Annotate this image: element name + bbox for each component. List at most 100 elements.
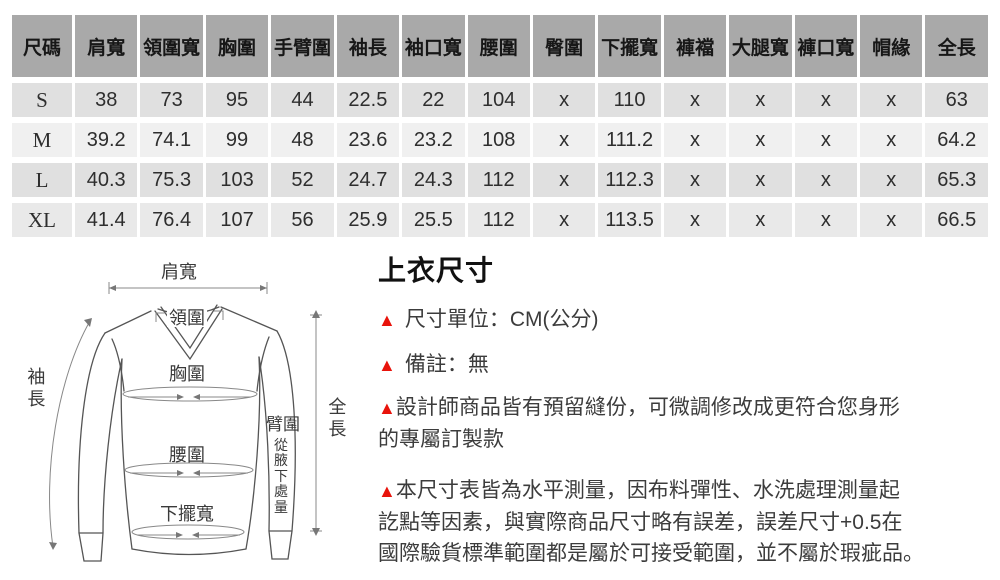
hem-width-label: 下擺寬	[160, 504, 214, 524]
shoulder-width-label: 肩寬	[161, 262, 197, 282]
size-cell: S	[12, 83, 72, 117]
value-cell: x	[532, 163, 596, 197]
table-row: XL 41.4 76.4 107 56 25.9 25.5 112 x 113.5 x x x x 66.5	[12, 203, 988, 237]
value-cell: 22	[402, 83, 465, 117]
value-cell: x	[663, 163, 727, 197]
table-row: S 38 73 95 44 22.5 22 104 x 110 x x x x 63	[12, 83, 988, 117]
arm-measure-note: 從腋下處量	[274, 437, 289, 515]
value-cell: 25.9	[336, 203, 400, 237]
sleeve-length-label: 袖長	[27, 367, 46, 409]
value-cell: 22.5	[336, 83, 400, 117]
section-title: 上衣尺寸	[378, 255, 495, 286]
bullet-unit: ▲ 尺寸單位：CM(公分)	[378, 304, 992, 336]
chest-label: 胸圍	[169, 364, 205, 384]
value-cell: 107	[205, 203, 269, 237]
value-cell: 23.2	[402, 123, 465, 157]
value-cell: x	[860, 163, 923, 197]
header-cell: 肩寬	[75, 15, 138, 77]
header-cell: 下擺寬	[598, 15, 661, 77]
value-cell: 112	[467, 163, 530, 197]
value-cell: x	[860, 203, 923, 237]
header-cell: 臀圍	[532, 15, 596, 77]
value-cell: 112.3	[598, 163, 661, 197]
red-triangle-icon: ▲	[378, 355, 396, 375]
value-cell: 113.5	[598, 203, 661, 237]
value-cell: 40.3	[75, 163, 138, 197]
value-cell: 56	[271, 203, 334, 237]
bullet-text: 本尺寸表皆為水平測量，因布料彈性、水洗處理測量起 訖點等因素，與實際商品尺寸略有…	[378, 479, 924, 565]
table-row: M 39.2 74.1 99 48 23.6 23.2 108 x 111.2 x x x x 64.2	[12, 123, 988, 157]
value-cell: x	[729, 203, 792, 237]
value-cell: 24.3	[402, 163, 465, 197]
value-cell: x	[663, 203, 727, 237]
value-cell: x	[794, 83, 858, 117]
bullet-text: 尺寸單位：CM(公分)	[404, 308, 599, 331]
value-cell: 110	[598, 83, 661, 117]
value-cell: 25.5	[402, 203, 465, 237]
header-cell: 袖口寬	[402, 15, 465, 77]
header-cell: 大腿寬	[729, 15, 792, 77]
value-cell: 111.2	[598, 123, 661, 157]
value-cell: x	[532, 83, 596, 117]
value-cell: 76.4	[140, 203, 203, 237]
header-cell: 全長	[925, 15, 988, 77]
value-cell: 74.1	[140, 123, 203, 157]
info-panel: 上衣尺寸 ▲ 尺寸單位：CM(公分) ▲ 備註：無 ▲設計師商品皆有預留縫份，可微調…	[378, 249, 992, 569]
sweater-outline	[77, 304, 296, 562]
red-triangle-icon: ▲	[378, 398, 396, 418]
red-triangle-icon: ▲	[378, 481, 396, 501]
value-cell: 73	[140, 83, 203, 117]
value-cell: 66.5	[925, 203, 988, 237]
value-cell: 24.7	[336, 163, 400, 197]
size-cell: M	[12, 123, 72, 157]
value-cell: x	[860, 123, 923, 157]
value-cell: 108	[467, 123, 530, 157]
value-cell: 95	[205, 83, 269, 117]
value-cell: x	[860, 83, 923, 117]
bullet-note: ▲ 備註：無	[378, 349, 992, 381]
sweater-drawing-svg	[49, 282, 322, 562]
table-row: L 40.3 75.3 103 52 24.7 24.3 112 x 112.3 x x x x 65.3	[12, 163, 988, 197]
arm-circumference-label: 臂圍	[266, 415, 300, 434]
value-cell: x	[794, 123, 858, 157]
value-cell: 41.4	[75, 203, 138, 237]
value-cell: x	[794, 163, 858, 197]
value-cell: 38	[75, 83, 138, 117]
header-cell: 褲口寬	[794, 15, 858, 77]
bottom-section: 肩寬 領圍 胸圍 腰圍 下擺寬 臂圍 袖長 全長 從腋下處量 上衣尺寸 ▲ 尺寸單…	[0, 247, 1000, 577]
bullet-text: 設計師商品皆有預留縫份，可微調修改成更符合您身形 的專屬訂製款	[378, 396, 900, 451]
value-cell: 112	[467, 203, 530, 237]
arrowheads	[49, 285, 320, 550]
value-cell: x	[729, 123, 792, 157]
value-cell: 64.2	[925, 123, 988, 157]
header-cell: 手臂圍	[271, 15, 334, 77]
header-cell: 胸圍	[205, 15, 269, 77]
value-cell: 52	[271, 163, 334, 197]
size-cell: XL	[12, 203, 72, 237]
value-cell: x	[532, 203, 596, 237]
size-table-body: S 38 73 95 44 22.5 22 104 x 110 x x x x 63 M 39.2 74.1 99 4…	[12, 83, 988, 237]
bullet-text: 備註：無	[404, 353, 489, 376]
value-cell: 39.2	[75, 123, 138, 157]
sweater-diagram: 肩寬 領圍 胸圍 腰圍 下擺寬 臂圍 袖長 全長 從腋下處量	[0, 247, 375, 577]
value-cell: 63	[925, 83, 988, 117]
value-cell: 23.6	[336, 123, 400, 157]
header-cell: 尺碼	[12, 15, 72, 77]
value-cell: 44	[271, 83, 334, 117]
size-cell: L	[12, 163, 72, 197]
value-cell: 48	[271, 123, 334, 157]
value-cell: 104	[467, 83, 530, 117]
table-header-row: 尺碼 肩寬 領圍寬 胸圍 手臂圍 袖長 袖口寬 腰圍 臀圍 下擺寬 褲襠 大腿寬 褲口寬 帽緣 全長	[12, 15, 988, 77]
total-length-label: 全長	[328, 397, 347, 439]
waist-label: 腰圍	[169, 445, 205, 465]
value-cell: x	[663, 83, 727, 117]
value-cell: x	[794, 203, 858, 237]
value-cell: x	[663, 123, 727, 157]
value-cell: 75.3	[140, 163, 203, 197]
header-cell: 帽緣	[860, 15, 923, 77]
header-cell: 褲襠	[663, 15, 727, 77]
collar-width-label: 領圍	[167, 308, 207, 328]
header-cell: 袖長	[336, 15, 400, 77]
value-cell: 99	[205, 123, 269, 157]
bullet-tolerance: ▲本尺寸表皆為水平測量，因布料彈性、水洗處理測量起 訖點等因素，與實際商品尺寸略…	[378, 475, 992, 569]
